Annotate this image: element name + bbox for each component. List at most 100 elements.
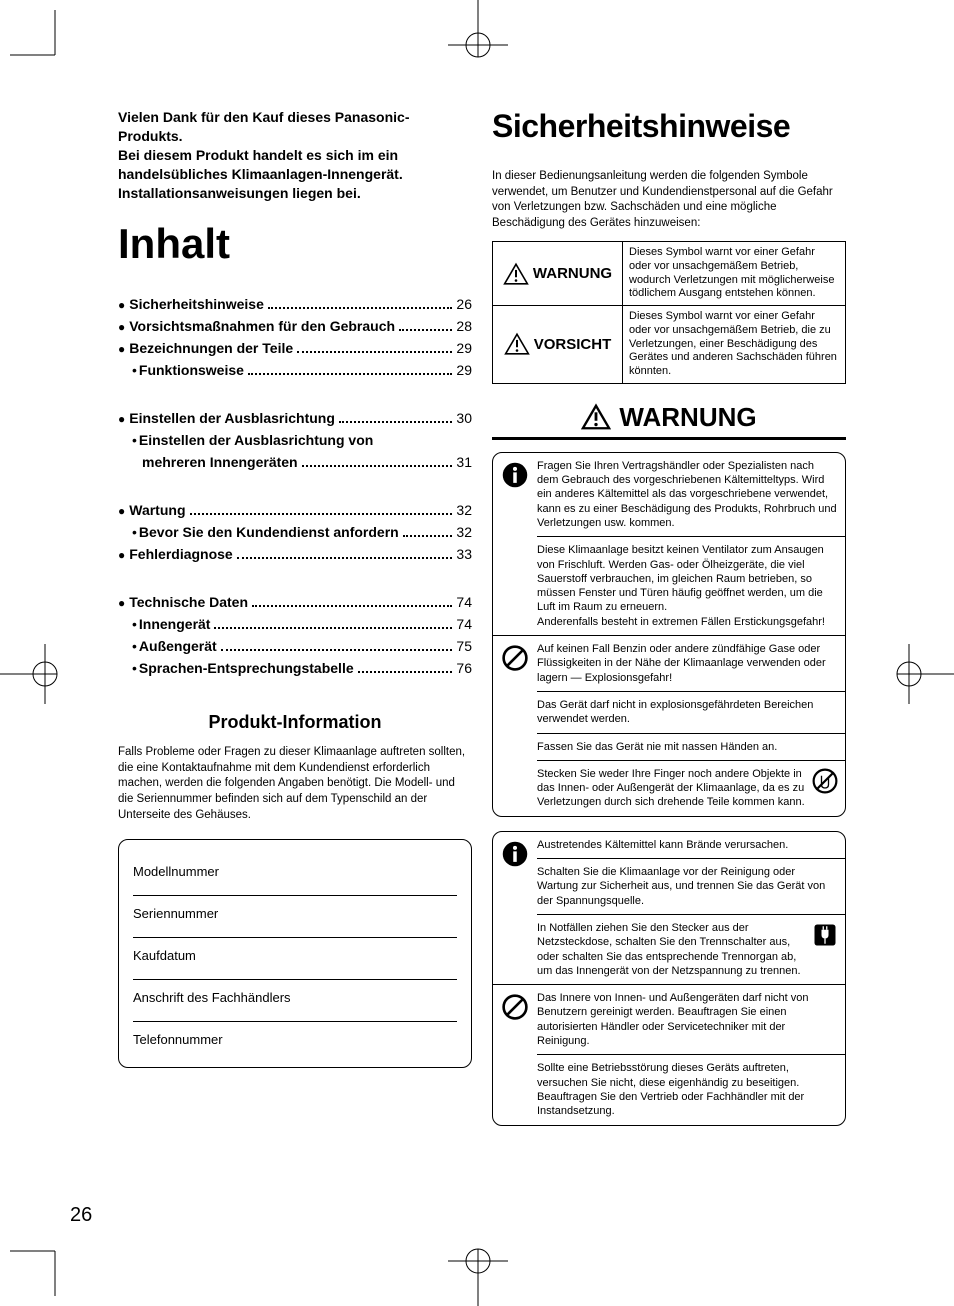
page-content: Vielen Dank für den Kauf dieses Panasoni…: [118, 108, 846, 1140]
toc-gap: [118, 568, 472, 588]
toc-entry: ● Wartung 32: [118, 502, 472, 518]
toc-page: 30: [456, 410, 472, 426]
warning-section-body: Das Innere von Innen- und Außengeräten d…: [537, 985, 845, 1124]
page-number: 26: [70, 1204, 92, 1227]
warning-box-2: Austretendes Kältemittel kann Brände ver…: [492, 831, 846, 1126]
bullet-icon: ●: [118, 548, 125, 562]
bullet-icon: ●: [118, 504, 125, 518]
warning-cell: Fassen Sie das Gerät nie mit nassen Händ…: [537, 733, 845, 760]
registration-bottom: [428, 1246, 528, 1306]
toc-page: 76: [456, 660, 472, 676]
symbol-vorsicht: VORSICHT: [499, 332, 616, 356]
warning-cell: Das Gerät darf nicht in explosionsgefähr…: [537, 691, 845, 733]
toc-page: 26: [456, 296, 472, 312]
toc-page: 28: [456, 318, 472, 334]
symbol-warnung-label: WARNUNG: [533, 265, 612, 282]
toc-subentry: •Außengerät75: [132, 638, 472, 654]
toc-dots: [399, 323, 452, 331]
toc-label: Einstellen der Ausblasrichtung von: [139, 432, 373, 448]
bullet-icon: ●: [118, 342, 125, 356]
toc-entry: ● Technische Daten 74: [118, 594, 472, 610]
toc-label: Bezeichnungen der Teile: [129, 340, 293, 356]
unplug-icon: [811, 921, 839, 949]
warning-cell: Das Innere von Innen- und Außengeräten d…: [537, 985, 845, 1054]
product-info-field: Anschrift des Fachhändlers: [133, 980, 457, 1022]
toc-entry: ● Vorsichtsmaßnahmen für den Gebrauch 28: [118, 318, 472, 334]
toc-dots: [221, 643, 453, 651]
toc-dots: [339, 415, 453, 423]
safety-heading: Sicherheitshinweise: [492, 108, 846, 145]
bullet-icon: •: [132, 524, 137, 540]
toc-page: 29: [456, 362, 472, 378]
toc-dots: [358, 665, 453, 673]
symbol-warnung: WARNUNG: [499, 262, 616, 286]
toc-dots: [237, 551, 453, 559]
warning-section-icon: [493, 453, 537, 635]
toc-dots: [248, 367, 452, 375]
toc-page: 32: [456, 524, 472, 540]
prohibit-icon: [501, 993, 529, 1021]
toc-page: 75: [456, 638, 472, 654]
warning-cell: In Notfällen ziehen Sie den Stecker aus …: [537, 914, 845, 984]
toc-entry: ● Bezeichnungen der Teile 29: [118, 340, 472, 356]
toc-page: 32: [456, 502, 472, 518]
toc-label: Sicherheitshinweise: [129, 296, 264, 312]
warning-section-icon: [493, 832, 537, 984]
toc-subentry: •Bevor Sie den Kundendienst anfordern32: [132, 524, 472, 540]
toc-subentry: •Innengerät 74: [132, 616, 472, 632]
toc-label: Wartung: [129, 502, 185, 518]
symbol-table: WARNUNG Dieses Symbol warnt vor einer Ge…: [492, 241, 846, 384]
warning-heading-text: WARNUNG: [619, 402, 756, 433]
toc-page: 74: [456, 594, 472, 610]
warning-triangle-icon: [503, 262, 529, 286]
product-info-field: Modellnummer: [133, 854, 457, 896]
warning-cell: Stecken Sie weder Ihre Finger noch ander…: [537, 760, 845, 816]
product-info-field: Kaufdatum: [133, 938, 457, 980]
toc-gap: [118, 384, 472, 404]
warning-cell: Schalten Sie die Klimaanlage vor der Rei…: [537, 858, 845, 914]
product-info-box: ModellnummerSeriennummerKaufdatumAnschri…: [118, 839, 472, 1068]
toc-label: Fehlerdiagnose: [129, 546, 232, 562]
bullet-icon: ●: [118, 596, 125, 610]
warning-cell: Diese Klimaanlage besitzt keinen Ventila…: [537, 536, 845, 635]
safety-intro: In dieser Bedienungsanleitung werden die…: [492, 169, 846, 231]
warning-section: Das Innere von Innen- und Außengeräten d…: [493, 984, 845, 1124]
toc-label: Funktionsweise: [139, 362, 244, 378]
toc-label: Vorsichtsmaßnahmen für den Gebrauch: [129, 318, 395, 334]
toc-label: Außengerät: [139, 638, 217, 654]
product-info-field: Telefonnummer: [133, 1022, 457, 1047]
prohibit-icon: [501, 644, 529, 672]
warning-cell: Fragen Sie Ihren Vertragshändler oder Sp…: [537, 453, 845, 536]
bullet-icon: ●: [118, 298, 125, 312]
mandatory-icon: [501, 840, 529, 868]
warning-section-icon: [493, 985, 537, 1124]
bullet-icon: •: [132, 616, 137, 632]
inline-icon: [811, 921, 839, 953]
warning-section: Fragen Sie Ihren Vertragshändler oder Sp…: [493, 453, 845, 635]
symbol-vorsicht-label: VORSICHT: [534, 336, 612, 353]
toc-label: mehreren Innengeräten: [142, 454, 298, 470]
toc-page: 74: [456, 616, 472, 632]
toc-subentry: •Funktionsweise 29: [132, 362, 472, 378]
symbol-vorsicht-desc: Dieses Symbol warnt vor einer Gefahr ode…: [623, 306, 846, 384]
bullet-icon: ●: [118, 320, 125, 334]
warning-cell: Sollte eine Betriebsstörung dieses Gerät…: [537, 1054, 845, 1124]
product-info-text: Falls Probleme oder Fragen zu dieser Kli…: [118, 745, 472, 823]
no-touch-icon: [811, 767, 839, 795]
toc-page: 29: [456, 340, 472, 356]
registration-right: [894, 624, 954, 724]
product-info-section: Produkt-Information Falls Probleme oder …: [118, 712, 472, 1068]
table-of-contents: ● Sicherheitshinweise 26 ● Vorsichtsmaßnahme…: [118, 296, 472, 676]
toc-page: 33: [456, 546, 472, 562]
toc-dots: [268, 301, 453, 309]
warning-section-heading: WARNUNG: [492, 402, 846, 440]
bullet-icon: •: [132, 362, 137, 378]
toc-label: Technische Daten: [129, 594, 248, 610]
bullet-icon: •: [132, 432, 137, 448]
registration-top: [428, 0, 528, 60]
intro-text: Vielen Dank für den Kauf dieses Panasoni…: [118, 108, 472, 202]
toc-label: Innengerät: [139, 616, 211, 632]
toc-label: Einstellen der Ausblasrichtung: [129, 410, 335, 426]
toc-subentry: •Einstellen der Ausblasrichtung von: [132, 432, 472, 448]
toc-dots: [214, 621, 452, 629]
